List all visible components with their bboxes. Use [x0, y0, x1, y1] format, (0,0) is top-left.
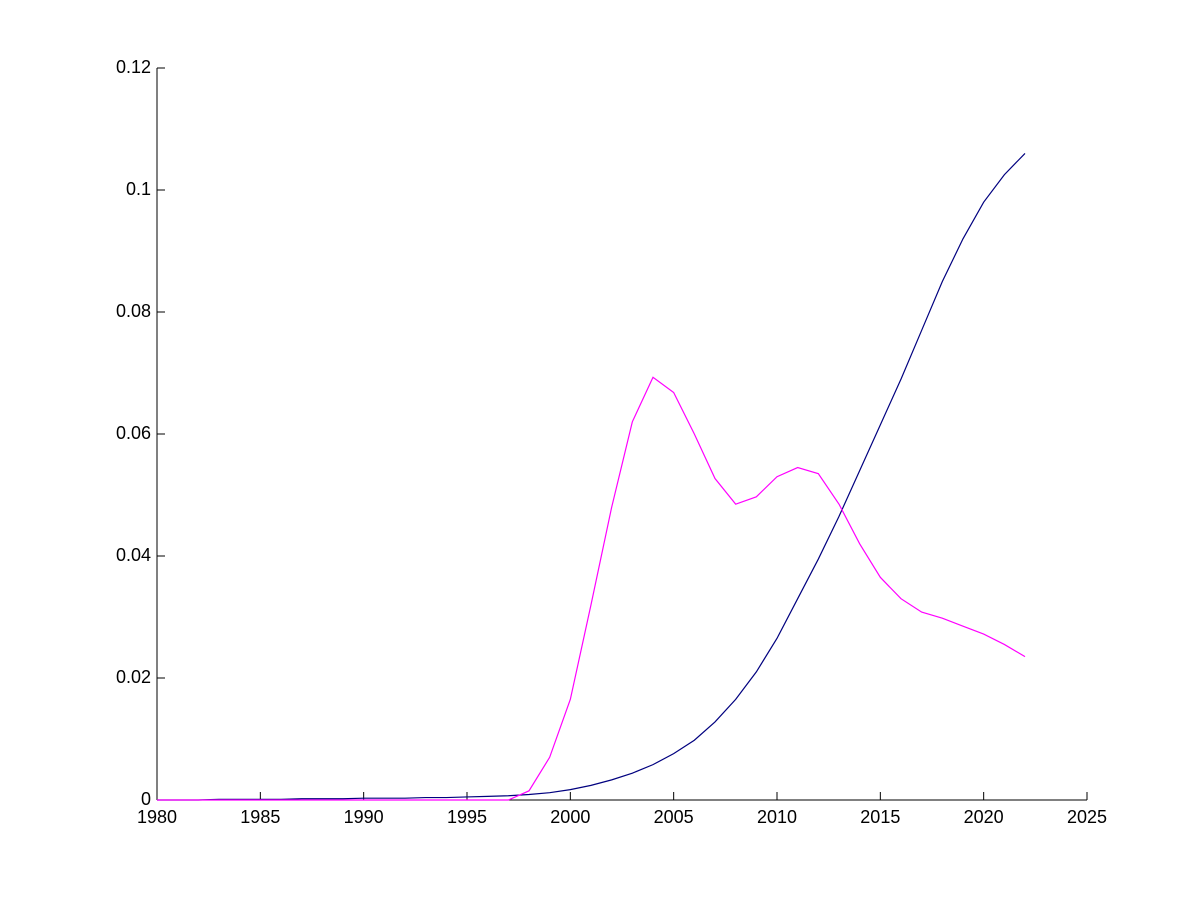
x-tick-label: 1995 [447, 807, 487, 827]
x-tick-label: 1990 [344, 807, 384, 827]
y-tick-label: 0.1 [126, 179, 151, 199]
x-tick-label: 1980 [137, 807, 177, 827]
y-tick-label: 0.12 [116, 57, 151, 77]
y-tick-label: 0.08 [116, 301, 151, 321]
series-line [157, 152, 1026, 801]
x-tick-label: 2005 [654, 807, 694, 827]
x-tick-label: 2010 [757, 807, 797, 827]
x-tick-label: 2025 [1067, 807, 1107, 827]
x-tick-label: 2020 [964, 807, 1004, 827]
y-tick-label: 0.04 [116, 545, 151, 565]
y-tick-label: 0.02 [116, 667, 151, 687]
x-tick-label: 1985 [240, 807, 280, 827]
y-tick-label: 0 [141, 789, 151, 809]
x-tick-label: 2015 [860, 807, 900, 827]
x-tick-label: 2000 [550, 807, 590, 827]
y-tick-label: 0.06 [116, 423, 151, 443]
series-line [157, 376, 1026, 801]
